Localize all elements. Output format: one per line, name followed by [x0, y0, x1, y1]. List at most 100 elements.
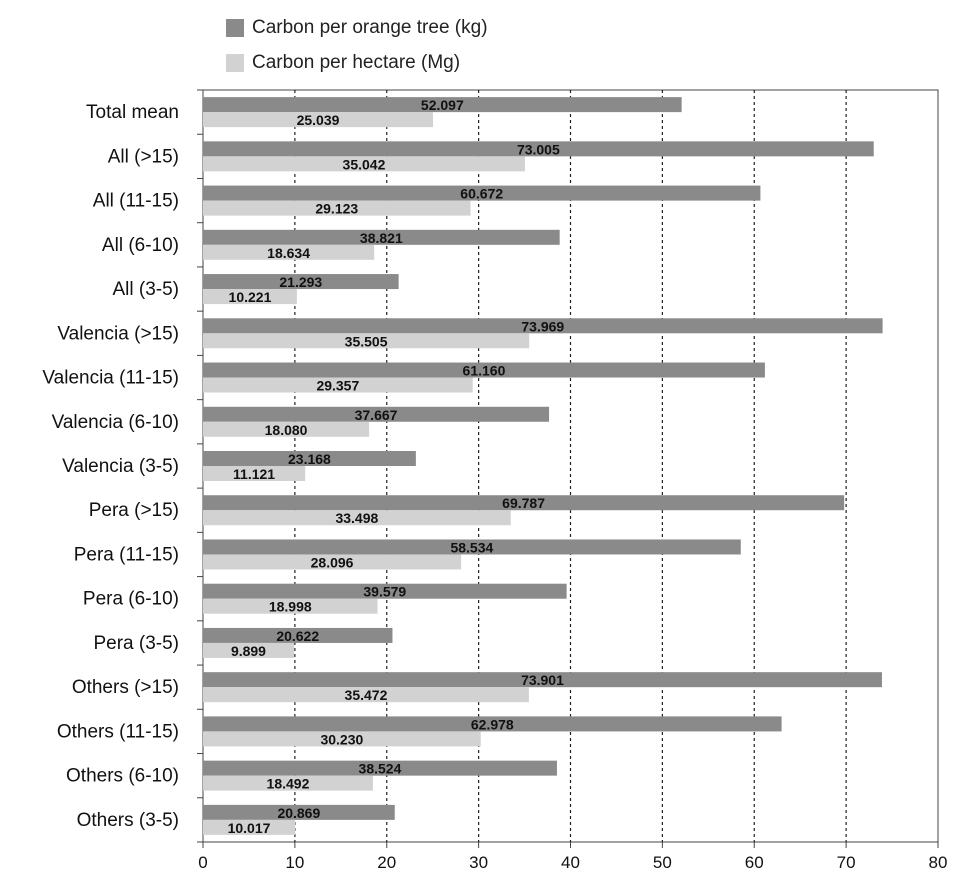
category-label: Valencia (>15) — [57, 323, 179, 344]
bar-tree — [203, 804, 395, 820]
bar-tree — [203, 760, 557, 776]
bar-hectare — [203, 775, 373, 791]
legend-label-hectare: Carbon per hectare (Mg) — [252, 51, 461, 73]
x-tick-label: 50 — [653, 853, 672, 872]
data-label-hectare: 18.080 — [265, 422, 308, 438]
data-label-tree: 73.901 — [521, 672, 564, 688]
data-label-tree: 61.160 — [463, 363, 506, 379]
bar-hectare — [203, 156, 525, 172]
category-label: All (3-5) — [112, 279, 179, 300]
category-label: Valencia (11-15) — [42, 368, 179, 389]
data-label-tree: 20.869 — [277, 805, 320, 821]
legend-item-hectare: Carbon per hectare (Mg) — [226, 45, 488, 80]
x-tick-label: 20 — [377, 853, 396, 872]
bar-tree — [203, 672, 882, 688]
data-label-tree: 69.787 — [502, 495, 545, 511]
legend: Carbon per orange tree (kg) Carbon per h… — [226, 10, 488, 80]
bar-tree — [203, 97, 682, 113]
bar-hectare — [203, 421, 370, 437]
category-label: Pera (3-5) — [93, 633, 179, 654]
bar-tree — [203, 583, 567, 599]
data-label-hectare: 28.096 — [311, 554, 354, 570]
x-tick-label: 40 — [561, 853, 580, 872]
category-label: Others (11-15) — [57, 721, 179, 742]
bar-tree — [203, 229, 560, 245]
data-label-hectare: 18.634 — [267, 245, 310, 261]
data-label-hectare: 10.221 — [229, 289, 272, 305]
data-label-hectare: 33.498 — [335, 510, 378, 526]
x-tick-label: 70 — [837, 853, 856, 872]
bar-tree — [203, 362, 765, 378]
data-label-hectare: 10.017 — [228, 820, 271, 836]
category-label: All (>15) — [108, 146, 179, 167]
bar-tree — [203, 406, 550, 422]
bar-hectare — [203, 598, 378, 614]
bar-tree — [203, 274, 399, 290]
bar-hectare — [203, 731, 481, 747]
category-label: All (11-15) — [93, 191, 179, 212]
data-label-tree: 52.097 — [421, 97, 464, 113]
x-tick-label: 60 — [745, 853, 764, 872]
category-label: Total mean — [86, 102, 179, 123]
bar-hectare — [203, 510, 511, 526]
x-tick-label: 10 — [285, 853, 304, 872]
data-label-tree: 38.524 — [359, 761, 402, 777]
legend-item-tree: Carbon per orange tree (kg) — [226, 10, 488, 45]
category-label: Pera (>15) — [89, 500, 179, 521]
data-label-tree: 60.672 — [460, 186, 503, 202]
data-label-hectare: 25.039 — [297, 112, 340, 128]
bar-tree — [203, 539, 741, 555]
legend-swatch-hectare — [226, 53, 244, 72]
data-label-hectare: 18.998 — [269, 599, 312, 615]
bar-hectare — [203, 642, 294, 658]
category-label: Others (6-10) — [66, 766, 179, 787]
bar-tree — [203, 627, 393, 643]
category-label: Valencia (3-5) — [62, 456, 179, 477]
bar-hectare — [203, 819, 296, 835]
data-label-tree: 62.978 — [471, 716, 514, 732]
legend-swatch-tree — [226, 18, 244, 37]
category-label: Pera (11-15) — [74, 544, 179, 565]
bar-tree — [203, 495, 845, 511]
bar-tree — [203, 185, 761, 201]
data-label-tree: 21.293 — [279, 274, 322, 290]
data-label-tree: 58.534 — [450, 539, 493, 555]
data-label-hectare: 9.899 — [231, 643, 266, 659]
category-label: All (6-10) — [102, 235, 179, 256]
data-label-tree: 37.667 — [355, 407, 398, 423]
legend-label-tree: Carbon per orange tree (kg) — [252, 16, 488, 38]
x-tick-label: 0 — [198, 853, 207, 872]
data-label-tree: 73.005 — [517, 141, 560, 157]
bar-hectare — [203, 200, 471, 216]
bar-tree — [203, 318, 883, 334]
bar-hectare — [203, 333, 530, 349]
bar-hectare — [203, 112, 434, 128]
data-label-tree: 73.969 — [521, 318, 564, 334]
category-label: Others (>15) — [72, 677, 179, 698]
data-label-hectare: 35.042 — [343, 156, 386, 172]
data-label-hectare: 35.505 — [345, 333, 388, 349]
x-tick-label: 80 — [929, 853, 948, 872]
bar-hectare — [203, 466, 306, 481]
bar-tree — [203, 141, 874, 157]
bar-hectare — [203, 377, 473, 393]
category-label: Pera (6-10) — [83, 589, 179, 610]
bar-hectare — [203, 687, 529, 703]
data-label-hectare: 11.121 — [233, 466, 275, 482]
data-label-hectare: 18.492 — [267, 776, 310, 792]
data-label-tree: 38.821 — [360, 230, 403, 246]
bar-hectare — [203, 289, 297, 305]
bar-tree — [203, 716, 782, 732]
data-label-hectare: 35.472 — [345, 687, 388, 703]
data-label-hectare: 29.357 — [316, 378, 359, 394]
data-label-hectare: 30.230 — [320, 731, 363, 747]
bar-tree — [203, 451, 416, 466]
category-label: Valencia (6-10) — [52, 412, 179, 433]
data-label-tree: 39.579 — [363, 584, 406, 600]
category-label: Others (3-5) — [77, 810, 179, 831]
data-label-tree: 23.168 — [288, 451, 331, 467]
bar-hectare — [203, 244, 375, 260]
x-tick-label: 30 — [469, 853, 488, 872]
data-label-tree: 20.622 — [276, 628, 319, 644]
